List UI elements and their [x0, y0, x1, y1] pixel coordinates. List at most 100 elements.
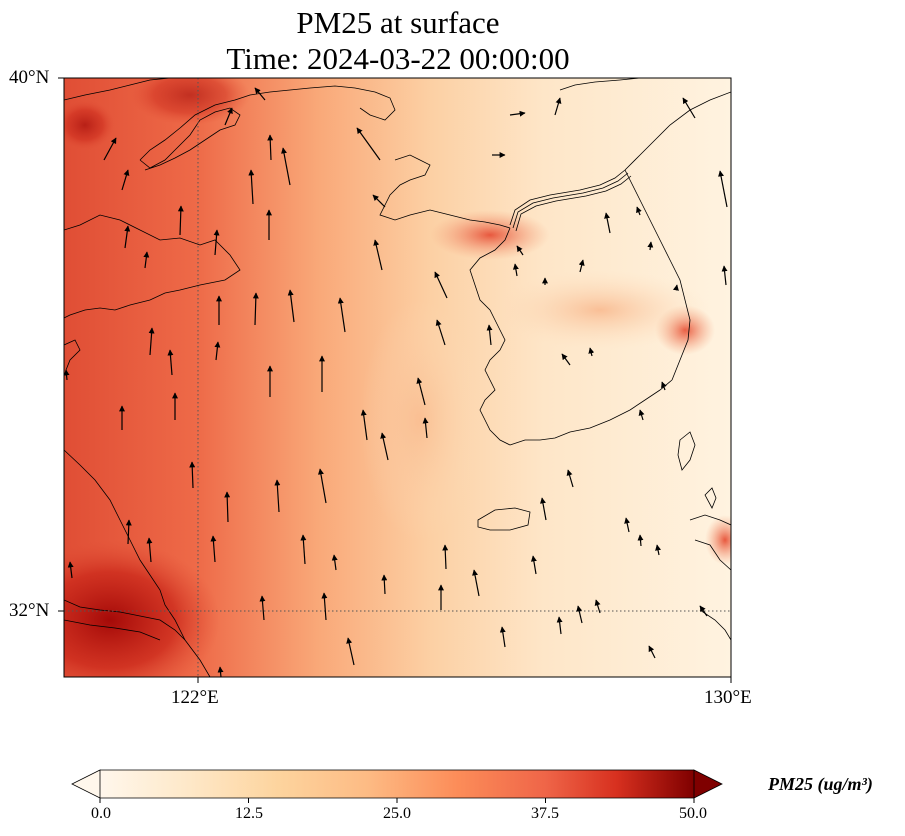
- liaodong-coast: [139, 85, 396, 161]
- wind-arrow: [561, 353, 571, 366]
- wind-arrow: [435, 319, 446, 346]
- wind-arrow: [213, 229, 220, 256]
- wind-arrow: [512, 263, 519, 277]
- north-korea-inland: [559, 78, 641, 91]
- gridlines: [64, 78, 731, 677]
- wind-arrow: [486, 324, 493, 346]
- wind-arrow: [655, 544, 662, 556]
- colorbar-tick-25: 25.0: [383, 805, 411, 822]
- tsushima: [704, 487, 717, 509]
- wind-arrow: [210, 535, 217, 563]
- wind-arrow: [300, 534, 307, 565]
- map-subtitle-time: Time: 2024-03-22 00:00:00: [226, 41, 570, 76]
- wind-arrow: [373, 239, 383, 271]
- colorbar-tick-12-5: 12.5: [235, 805, 263, 822]
- wind-arrow: [647, 241, 654, 251]
- wind-arrow: [214, 341, 221, 361]
- wind-arrow: [588, 347, 595, 357]
- korea-east-coast: [624, 169, 691, 381]
- wind-arrow: [189, 461, 196, 489]
- north-korea-border-3: [515, 175, 632, 232]
- wind-arrow: [637, 534, 644, 547]
- wind-arrow: [554, 97, 562, 116]
- wind-arrow: [718, 170, 728, 208]
- wind-arrow: [287, 289, 295, 323]
- colorbar-tick-0: 0.0: [91, 805, 111, 822]
- wind-arrow: [372, 194, 386, 208]
- wind-arrow: [321, 592, 328, 621]
- wind-arrow: [360, 409, 368, 441]
- wind-arrow: [516, 245, 524, 256]
- map-frame: [63, 77, 732, 678]
- wind-arrow: [682, 97, 696, 119]
- wind-arrow: [594, 599, 601, 614]
- wind-arrow: [259, 595, 266, 621]
- wind-arrow: [636, 206, 642, 216]
- north-korea-border-2: [512, 172, 629, 229]
- pm25-field: [64, 78, 731, 677]
- wind-arrow: [121, 169, 130, 191]
- wind-arrow: [381, 574, 388, 595]
- wind-arrow: [499, 626, 506, 648]
- wind-arrow: [267, 134, 274, 161]
- wind-arrow: [540, 497, 547, 521]
- ulleung-island: [677, 431, 696, 471]
- wind-arrow: [578, 259, 585, 273]
- wind-arrow: [224, 107, 233, 126]
- wind-arrow: [638, 409, 645, 421]
- china-coastline: [64, 214, 241, 319]
- wind-arrow: [103, 137, 117, 161]
- wind-arrow: [509, 110, 526, 117]
- jeju-island: [477, 507, 531, 531]
- shandong-coast-west: [64, 339, 81, 371]
- wind-arrow: [672, 284, 679, 291]
- wind-arrow: [317, 468, 327, 504]
- wind-arrow: [143, 251, 150, 269]
- colorbar: [71, 769, 723, 803]
- wind-vectors: [63, 87, 728, 678]
- yangtze-estuary: [64, 599, 186, 641]
- wind-arrow: [661, 381, 667, 391]
- wind-arrow: [167, 349, 174, 376]
- bohai-north: [64, 78, 171, 101]
- lat-label-40n: 40°N: [9, 67, 50, 88]
- wind-arrow: [648, 645, 656, 659]
- lon-label-122e: 122°E: [171, 687, 219, 708]
- wind-arrow: [248, 169, 255, 205]
- wind-arrow: [699, 605, 708, 617]
- lon-label-130e: 130°E: [704, 687, 752, 708]
- wind-arrow: [124, 225, 131, 249]
- kyushu-coast: [689, 514, 731, 641]
- coastlines: [64, 78, 731, 677]
- wind-arrow: [274, 479, 281, 513]
- wind-arrow: [566, 469, 574, 488]
- korea-north-east-coast: [624, 91, 731, 171]
- wind-arrow: [422, 417, 429, 439]
- wind-arrow: [556, 616, 563, 635]
- wind-arrow: [281, 147, 291, 186]
- colorbar-label: PM25 (ug/m³): [768, 774, 873, 794]
- lat-label-32n: 32°N: [9, 600, 50, 621]
- wind-arrow: [434, 271, 448, 299]
- north-korea-west-coast: [379, 154, 511, 229]
- wind-arrow: [177, 205, 184, 236]
- colorbar-tick-50: 50.0: [679, 805, 707, 822]
- korea-south-coast: [509, 379, 673, 446]
- wind-arrow: [224, 491, 231, 523]
- wind-arrow: [472, 569, 480, 597]
- colorbar-gradient: [100, 770, 694, 798]
- wind-arrow: [252, 292, 259, 326]
- wind-arrow: [148, 327, 155, 356]
- wind-arrow: [254, 87, 266, 101]
- wind-arrow: [217, 666, 224, 678]
- jiangsu-coast: [64, 449, 211, 677]
- axis-ticks: [58, 77, 732, 683]
- colorbar-extend-max: [693, 769, 723, 799]
- wind-arrow: [346, 637, 355, 666]
- wind-arrow: [604, 212, 611, 234]
- map-title: PM25 at surface: [296, 5, 500, 40]
- wind-arrow: [416, 377, 426, 406]
- colorbar-tick-37-5: 37.5: [531, 805, 559, 822]
- korea-west-coast: [469, 227, 511, 446]
